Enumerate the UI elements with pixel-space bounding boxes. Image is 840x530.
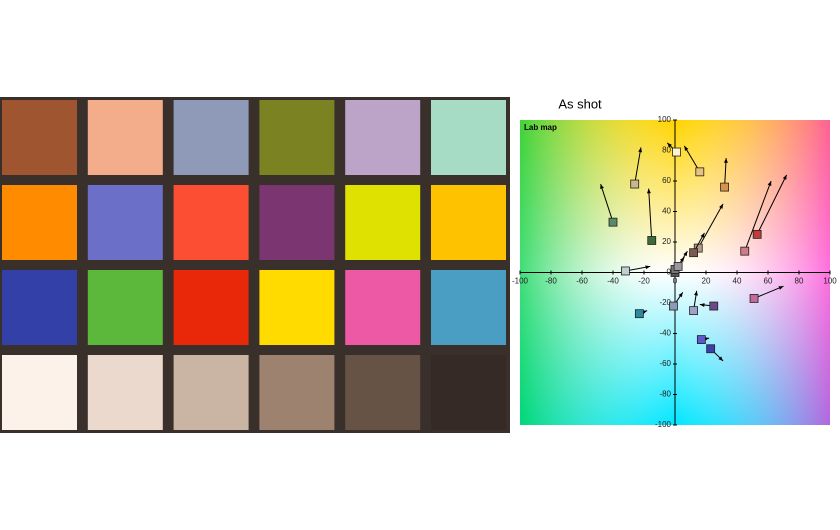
- point: [706, 344, 716, 354]
- y-tick-label: -60: [659, 359, 671, 368]
- color-patch: [87, 270, 163, 345]
- color-patch: [2, 100, 77, 175]
- arrow-head: [699, 303, 705, 307]
- point: [752, 229, 762, 239]
- annotation: Lab map: [524, 123, 557, 132]
- shift-arrow: [724, 158, 727, 188]
- y-tick-label: -40: [659, 329, 671, 338]
- point: [630, 179, 640, 189]
- color-patch: [173, 185, 249, 260]
- photo-background: [0, 97, 510, 433]
- y-tick-label: -100: [655, 420, 672, 429]
- color-patch: [431, 185, 506, 260]
- color-patch: [173, 100, 249, 175]
- arrow-head: [723, 158, 728, 163]
- arrow-head: [645, 265, 651, 270]
- x-tick-label: -40: [607, 277, 619, 286]
- point: [709, 301, 719, 311]
- color-patch: [345, 355, 421, 430]
- y-tick-label: 40: [662, 207, 671, 216]
- arrow-head: [638, 147, 643, 153]
- arrow-head: [600, 184, 604, 190]
- y-tick-label: 20: [662, 237, 671, 246]
- color-patch: [87, 100, 163, 175]
- shift-arrow: [634, 147, 642, 185]
- x-tick-label: 100: [823, 277, 837, 286]
- shift-arrow: [697, 203, 724, 249]
- y-tick-label: 100: [658, 115, 672, 124]
- color-patch: [2, 270, 77, 345]
- arrow-head: [694, 290, 698, 296]
- point: [720, 182, 729, 192]
- color-patch: [345, 100, 421, 175]
- color-patch: [431, 100, 506, 175]
- shift-arrow: [753, 285, 784, 299]
- shift-arrow: [756, 174, 788, 235]
- color-patch: [259, 355, 335, 430]
- point: [749, 294, 759, 303]
- arrow-head: [718, 356, 724, 361]
- point: [696, 335, 706, 345]
- point: [689, 248, 698, 258]
- color-patch: [345, 270, 421, 345]
- point: [621, 266, 630, 276]
- arrow-head: [767, 181, 772, 186]
- color-patch: [173, 355, 249, 430]
- point: [672, 147, 681, 157]
- arrow-head: [684, 145, 689, 151]
- x-tick-label: 80: [795, 277, 804, 286]
- x-tick-label: -80: [545, 277, 557, 286]
- point: [689, 306, 698, 316]
- color-patch: [87, 185, 163, 260]
- x-tick-label: -100: [512, 277, 529, 286]
- y-tick-label: -80: [659, 390, 671, 399]
- arrow-head: [719, 203, 724, 209]
- color-patch: [431, 270, 506, 345]
- shift-arrow: [744, 180, 772, 252]
- x-tick-label: 20: [702, 277, 711, 286]
- x-tick-label: 40: [733, 277, 742, 286]
- point: [647, 236, 657, 245]
- arrow-head: [667, 142, 672, 148]
- arrow-head: [782, 174, 787, 180]
- chart-title: As shot: [558, 96, 602, 111]
- color-patch: [173, 270, 249, 345]
- point: [740, 246, 750, 256]
- y-tick-label: -20: [659, 298, 671, 307]
- color-patch: [259, 100, 335, 175]
- point: [669, 301, 678, 311]
- arrow-head: [683, 251, 688, 257]
- x-tick-label: 60: [764, 277, 773, 286]
- color-patch: [259, 185, 335, 260]
- y-tick-label: 0: [667, 268, 672, 277]
- point: [608, 217, 618, 227]
- shift-arrow: [648, 188, 653, 241]
- point: [634, 309, 644, 319]
- y-tick-label: 60: [662, 176, 671, 185]
- arrow-head: [700, 232, 705, 238]
- point: [695, 167, 705, 177]
- x-tick-label: -60: [576, 277, 588, 286]
- color-patch: [259, 270, 335, 345]
- y-tick-label: 80: [662, 146, 671, 155]
- x-tick-label: -20: [638, 277, 650, 286]
- color-patch: [431, 355, 506, 430]
- arrow-head: [678, 292, 683, 298]
- color-patch: [87, 355, 163, 430]
- x-tick-label: 0: [673, 277, 678, 286]
- color-checker-photo: [0, 97, 510, 433]
- color-patch: [345, 185, 421, 260]
- arrow-head: [646, 188, 651, 194]
- color-patch: [2, 185, 77, 260]
- color-patch: [2, 355, 77, 430]
- point: [673, 261, 683, 271]
- arrow-head: [778, 286, 784, 290]
- shift-arrow: [600, 183, 614, 223]
